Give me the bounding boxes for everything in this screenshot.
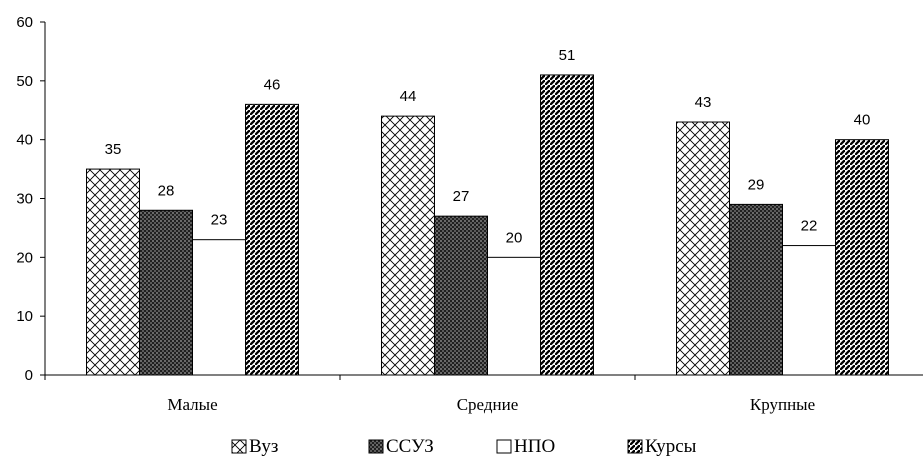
- bar: [434, 215, 488, 376]
- legend-label: Вуз: [249, 436, 278, 457]
- legend-swatch: [496, 439, 512, 454]
- bar: [835, 139, 889, 376]
- bar: [487, 256, 541, 376]
- bar: [86, 168, 140, 376]
- legend-label: НПО: [514, 436, 555, 457]
- y-axis: 0 10 20 30 40 50 60: [16, 14, 46, 384]
- bar: [782, 245, 836, 376]
- y-tick-label: 20: [16, 249, 33, 266]
- bar: [139, 209, 193, 376]
- category-label: Малые: [167, 395, 217, 414]
- data-label: 46: [264, 76, 281, 93]
- data-label: 23: [211, 212, 228, 229]
- legend-label: Курсы: [645, 436, 697, 457]
- y-tick-label: 60: [16, 14, 33, 31]
- data-label: 29: [748, 176, 765, 193]
- data-label: 35: [105, 141, 122, 158]
- data-label: 27: [453, 188, 470, 205]
- y-tick-label: 10: [16, 308, 33, 325]
- y-tick-label: 0: [25, 367, 33, 384]
- data-label: 20: [506, 229, 523, 246]
- legend: Вуз ССУЗ НПО Курсы: [231, 436, 697, 457]
- data-label: 51: [559, 47, 576, 64]
- data-label: 28: [158, 182, 175, 199]
- legend-swatch: [231, 439, 247, 454]
- bar: [729, 203, 783, 376]
- legend-swatch: [368, 439, 384, 454]
- legend-swatch: [627, 439, 643, 454]
- data-label: 44: [400, 88, 417, 105]
- bar: [381, 115, 435, 376]
- data-label: 22: [801, 218, 818, 235]
- category-label: Крупные: [750, 395, 815, 414]
- bar: [676, 121, 730, 376]
- plot-area: 35 28 23 46 44 27 20 51 43 29 22 40: [86, 47, 889, 376]
- data-label: 43: [695, 94, 712, 111]
- data-label: 40: [854, 112, 871, 129]
- bar: [245, 103, 299, 376]
- category-label: Средние: [457, 395, 519, 414]
- bar: [540, 74, 594, 376]
- bar: [192, 239, 246, 376]
- y-tick-label: 40: [16, 132, 33, 149]
- x-axis: Малые Средние Крупные: [44, 374, 923, 414]
- y-tick-label: 30: [16, 191, 33, 208]
- y-tick-label: 50: [16, 73, 33, 90]
- legend-label: ССУЗ: [386, 436, 434, 457]
